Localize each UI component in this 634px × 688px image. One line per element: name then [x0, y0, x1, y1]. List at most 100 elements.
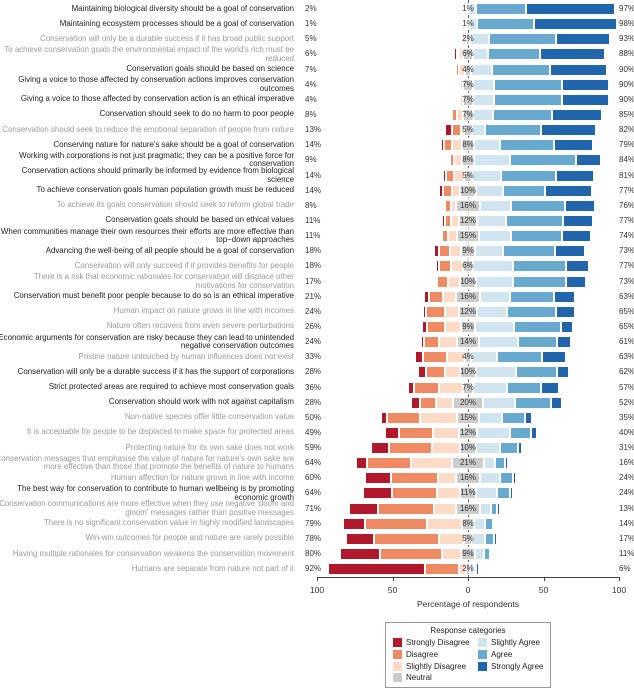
bar-slightly-disagree	[443, 290, 456, 303]
bar-agree	[505, 214, 564, 227]
bar-slightly-disagree	[420, 411, 457, 424]
bar-agree	[501, 169, 556, 182]
bar-agree	[490, 502, 498, 515]
bar-slightly-agree	[479, 411, 502, 424]
neutral-percent: 15%	[459, 231, 476, 241]
bar-strongly-disagree	[450, 108, 453, 121]
bar-slightly-disagree	[459, 78, 463, 91]
row-label: Economic arguments for conservation are …	[0, 332, 294, 351]
bar-strongly-disagree	[436, 260, 440, 273]
bar-disagree	[391, 487, 438, 500]
bar-disagree	[456, 48, 459, 61]
row-label: When communities manage their own resour…	[0, 226, 294, 245]
agree-percent: 98%	[619, 19, 634, 29]
bar-slightly-disagree	[437, 487, 460, 500]
disagree-percent: 14%	[305, 170, 322, 180]
bar-neutral	[464, 124, 472, 137]
disagree-percent: 28%	[305, 367, 322, 377]
disagree-percent: 26%	[305, 321, 322, 331]
bar-strongly-agree	[565, 199, 595, 212]
agree-percent: 63%	[619, 352, 634, 362]
agree-percent: 57%	[619, 382, 634, 392]
bar-strongly-agree	[513, 472, 517, 485]
bar-strongly-agree	[562, 230, 592, 243]
legend-item-slightly-agree: Slightly Agree	[478, 638, 540, 647]
bar-agree	[516, 366, 558, 379]
bar-strongly-disagree	[444, 124, 453, 137]
neutral-percent: 8%	[462, 518, 474, 528]
disagree-percent: 9%	[305, 155, 317, 165]
bar-disagree	[452, 108, 457, 121]
bar-agree	[487, 48, 541, 61]
legend: Response categories Strongly Disagree Dis…	[385, 622, 551, 688]
bar-slightly-agree	[474, 139, 500, 152]
bar-neutral	[456, 411, 480, 424]
x-tick-label: 50	[538, 585, 549, 595]
agree-percent: 52%	[619, 397, 634, 407]
bar-agree	[492, 63, 550, 76]
bar-strongly-disagree	[434, 275, 438, 288]
bar-agree	[513, 260, 567, 273]
bar-slightly-disagree	[434, 502, 456, 515]
bar-slightly-disagree	[451, 260, 464, 273]
bar-strongly-disagree	[348, 502, 379, 515]
disagree-percent: 6%	[305, 49, 317, 59]
bar-slightly-agree	[473, 93, 495, 106]
bar-strongly-agree	[540, 48, 606, 61]
disagree-percent: 18%	[305, 246, 322, 256]
bar-strongly-disagree	[355, 457, 367, 470]
agree-percent: 31%	[619, 443, 634, 453]
neutral-percent: 7%	[462, 382, 474, 392]
bar-slightly-disagree	[435, 396, 453, 409]
agree-percent: 61%	[619, 337, 634, 347]
bar-strongly-disagree	[421, 320, 428, 333]
disagree-percent: 11%	[305, 231, 321, 241]
bar-slightly-agree	[471, 351, 497, 364]
neutral-percent: 16%	[459, 503, 476, 513]
bar-agree	[492, 108, 552, 121]
bar-agree	[501, 411, 526, 424]
neutral-percent: 4%	[462, 352, 474, 362]
bar-disagree	[366, 457, 412, 470]
neutral-percent: 12%	[459, 215, 476, 225]
agree-percent: 90%	[619, 94, 634, 104]
bar-slightly-agree	[471, 169, 502, 182]
agree-percent: 77%	[619, 261, 634, 271]
agree-percent: 16%	[619, 458, 634, 468]
row-label: The best way for conservation to contrib…	[17, 483, 294, 502]
row-label: Conservation goals should be based on et…	[105, 215, 294, 225]
bar-strongly-agree	[557, 336, 571, 349]
bar-neutral	[462, 93, 474, 106]
bar-strongly-agree	[509, 487, 513, 500]
legend-item-agree: Agree	[478, 649, 512, 659]
bar-strongly-agree	[541, 124, 596, 137]
bar-strongly-agree	[575, 154, 601, 167]
agree-percent: 65%	[619, 306, 634, 316]
legend-item-slightly-disagree: Slightly Disagree	[393, 661, 466, 671]
disagree-percent: 59%	[305, 443, 322, 453]
bar-agree	[485, 124, 542, 137]
bar-slightly-agree	[476, 487, 497, 500]
agree-percent: 65%	[619, 321, 634, 331]
legend-label: Disagree	[406, 649, 439, 659]
x-axis-title: Percentage of respondents	[416, 599, 520, 609]
bar-slightly-agree	[478, 336, 518, 349]
disagree-percent: 36%	[305, 382, 322, 392]
neutral-percent: 15%	[459, 412, 476, 422]
bar-strongly-disagree	[464, 3, 467, 15]
bar-slightly-agree	[475, 275, 514, 288]
neutral-percent: 12%	[459, 427, 476, 437]
bar-strongly-disagree	[424, 290, 429, 303]
bar-disagree	[425, 366, 446, 379]
bar-strongly-disagree	[363, 487, 392, 500]
bar-strongly-agree	[545, 184, 592, 197]
bar-neutral	[463, 260, 473, 273]
bar-slightly-agree	[480, 472, 500, 485]
bar-disagree	[441, 230, 448, 243]
bar-strongly-disagree	[440, 139, 444, 152]
agree-percent: 73%	[619, 276, 634, 286]
legend-title: Response categories	[430, 626, 506, 635]
bar-neutral	[464, 63, 471, 76]
bar-slightly-disagree	[450, 199, 456, 212]
